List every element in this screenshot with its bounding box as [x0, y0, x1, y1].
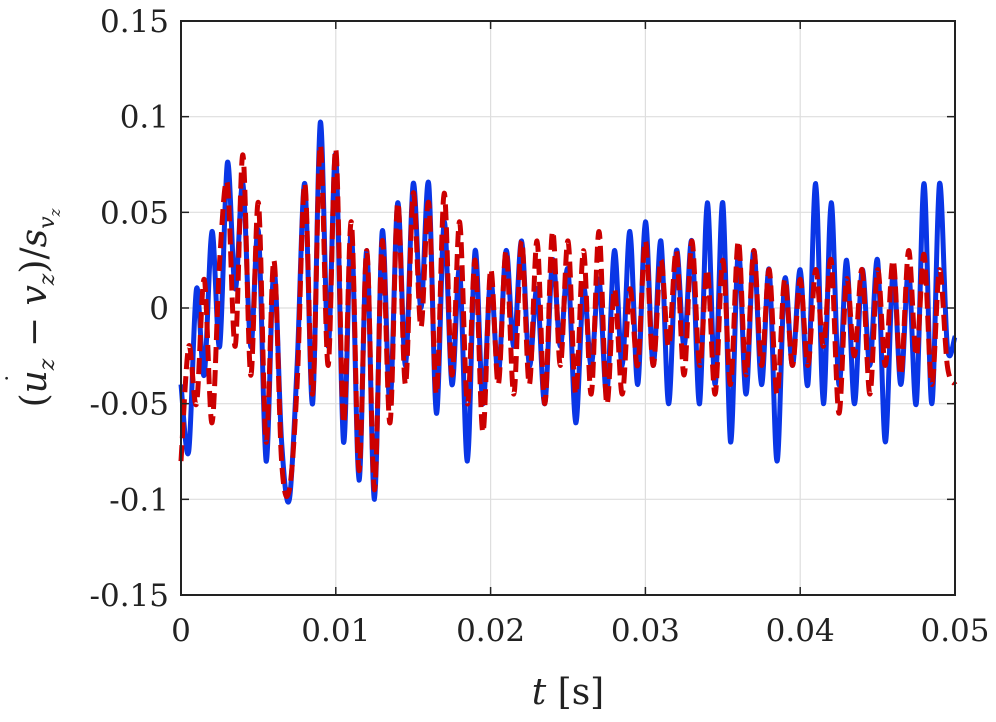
x-tick-label: 0 [171, 613, 191, 649]
y-tick-label: -0.1 [109, 482, 169, 518]
axis-ticks: 0 0.01 0.02 0.03 0.04 0.05 0.15 0.1 0.05 0 -0.05 -0… [90, 4, 990, 649]
y-axis-title: (u˙z − vz)/svz [2, 208, 64, 407]
y-tick-label: -0.15 [90, 578, 170, 614]
y-tick-label: 0.15 [100, 4, 169, 40]
x-tick-label: 0.03 [611, 613, 680, 649]
y-tick-label: 0 [149, 291, 169, 327]
x-tick-label: 0.05 [920, 613, 989, 649]
x-tick-label: 0.04 [766, 613, 835, 649]
x-axis-title: t [s] [532, 672, 604, 713]
x-tick-label: 0.02 [456, 613, 525, 649]
plot-series [178, 119, 958, 505]
y-tick-label: 0.05 [100, 195, 169, 231]
x-tick-label: 0.01 [301, 613, 370, 649]
series-line-dashed [178, 142, 958, 499]
y-tick-label: -0.05 [90, 387, 170, 423]
y-tick-label: 0.1 [120, 100, 169, 136]
